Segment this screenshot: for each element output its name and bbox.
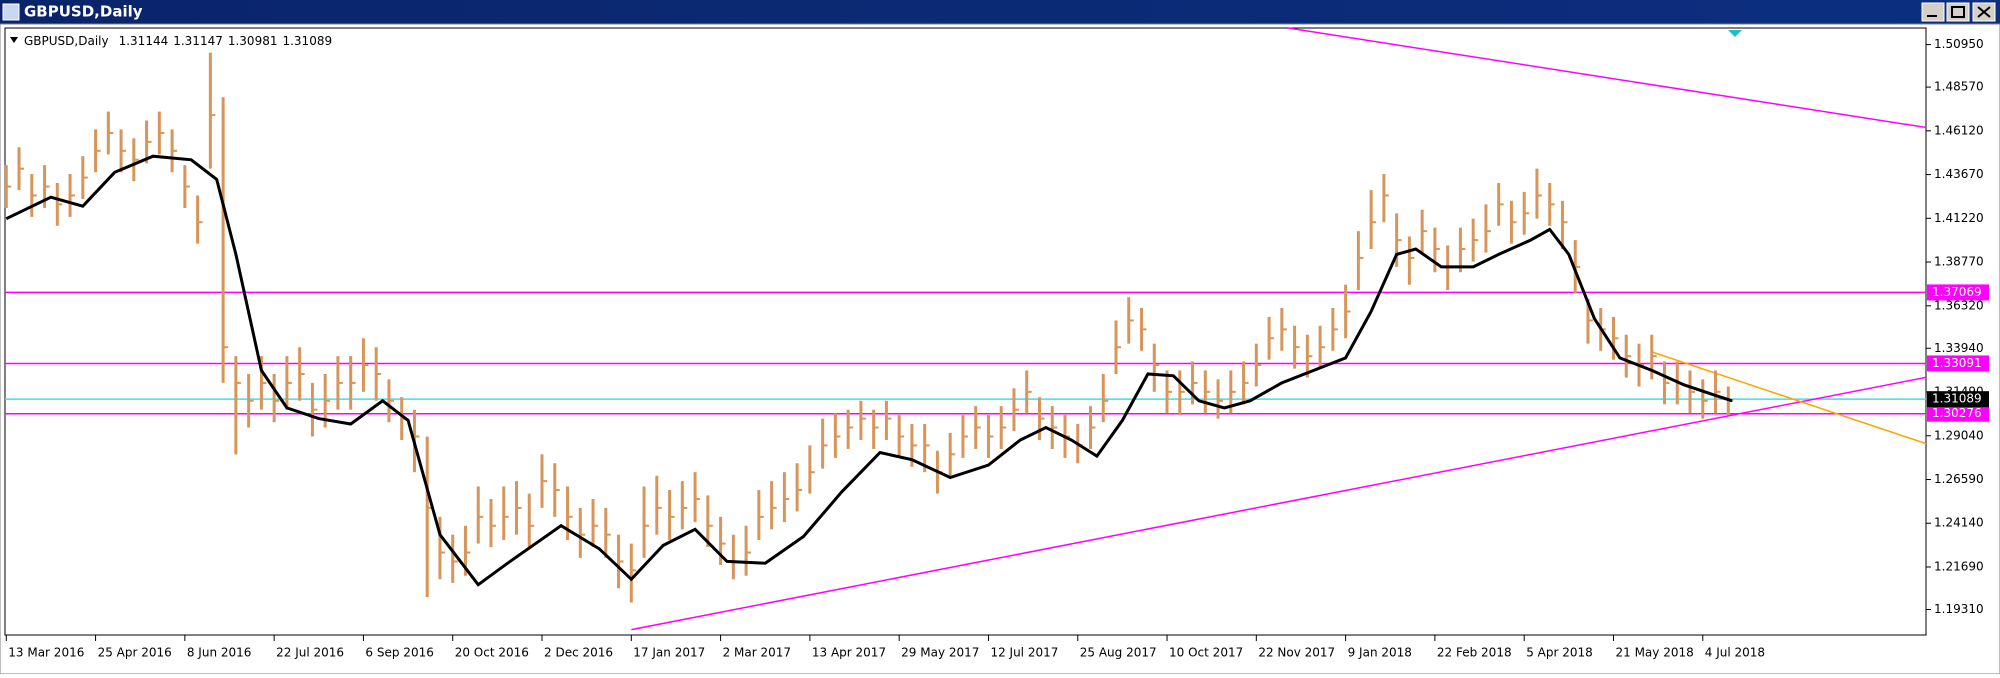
- header-value: 1.31144: [119, 34, 169, 48]
- y-tick-label: 1.29040: [1934, 428, 1984, 442]
- trend-line: [631, 376, 1927, 631]
- x-tick-label: 29 May 2017: [901, 646, 979, 660]
- minimize-button[interactable]: [1921, 2, 1945, 22]
- header-symbol: GBPUSD,Daily: [24, 34, 109, 48]
- y-tick-label: 1.41220: [1934, 211, 1984, 225]
- x-tick-label: 13 Apr 2017: [812, 646, 886, 660]
- level-line-box: [1927, 405, 1989, 422]
- x-tick-label: 17 Jan 2017: [633, 646, 705, 660]
- y-tick-label: 1.21690: [1934, 559, 1984, 573]
- x-tick-label: 9 Jan 2018: [1348, 646, 1412, 660]
- maximize-button[interactable]: [1946, 2, 1970, 22]
- level-line-label: 1.30276: [1932, 406, 1982, 420]
- y-tick-label: 1.50950: [1934, 37, 1984, 51]
- level-line-label: 1.37069: [1932, 285, 1982, 299]
- x-tick-label: 12 Jul 2017: [990, 646, 1058, 660]
- y-tick-label: 1.19310: [1934, 602, 1984, 616]
- level-line-label: 1.33091: [1932, 356, 1982, 370]
- x-tick-label: 2 Mar 2017: [723, 646, 791, 660]
- header-arrow: [10, 37, 18, 43]
- x-tick-label: 20 Oct 2016: [455, 646, 529, 660]
- title-bar: [0, 0, 2000, 24]
- y-tick-label: 1.26590: [1934, 472, 1984, 486]
- maximize-icon: [1951, 6, 1965, 18]
- x-tick-label: 6 Sep 2016: [365, 646, 433, 660]
- plot: [4, 27, 1927, 631]
- x-tick-label: 22 Nov 2017: [1258, 646, 1335, 660]
- level-line-box: [1927, 284, 1989, 301]
- x-tick-label: 21 May 2018: [1615, 646, 1693, 660]
- chart-header: GBPUSD,Daily 1.31144 1.31147 1.30981 1.31089: [24, 34, 332, 48]
- window-title: GBPUSD,Daily: [24, 3, 143, 21]
- y-tick-label: 1.24140: [1934, 516, 1984, 530]
- window-buttons: [1921, 2, 1996, 22]
- plot-area: [4, 27, 1927, 636]
- x-tick-label: 8 Jun 2016: [187, 646, 252, 660]
- level-line-box: [1927, 355, 1989, 372]
- y-tick-label: 1.36320: [1934, 298, 1984, 312]
- close-icon: [1977, 6, 1991, 18]
- current-price-line-box: [1927, 391, 1989, 408]
- window-icon: [2, 3, 20, 21]
- x-tick-label: 13 Mar 2016: [8, 646, 84, 660]
- price-marker: [1728, 30, 1742, 37]
- header-value: 1.30981: [228, 34, 278, 48]
- y-tick-label: 1.33940: [1934, 341, 1984, 355]
- trend-line: [1651, 351, 1927, 445]
- header-value: 1.31147: [173, 34, 223, 48]
- x-tick-label: 10 Oct 2017: [1169, 646, 1243, 660]
- x-tick-label: 22 Feb 2018: [1437, 646, 1512, 660]
- y-tick-label: 1.48570: [1934, 80, 1984, 94]
- x-tick-label: 25 Aug 2017: [1080, 646, 1157, 660]
- header-value: 1.31089: [282, 34, 332, 48]
- y-tick-label: 1.46120: [1934, 123, 1984, 137]
- x-tick-label: 4 Jul 2018: [1705, 646, 1765, 660]
- current-price-line-label: 1.31089: [1932, 392, 1982, 406]
- x-tick-label: 5 Apr 2018: [1526, 646, 1593, 660]
- y-tick-label: 1.43670: [1934, 167, 1984, 181]
- x-tick-label: 2 Dec 2016: [544, 646, 613, 660]
- x-tick-label: 25 Apr 2016: [98, 646, 172, 660]
- y-tick-label: 1.38770: [1934, 255, 1984, 269]
- x-tick-label: 22 Jul 2016: [276, 646, 344, 660]
- trend-line: [1288, 27, 1927, 129]
- moving-average: [5, 154, 1733, 587]
